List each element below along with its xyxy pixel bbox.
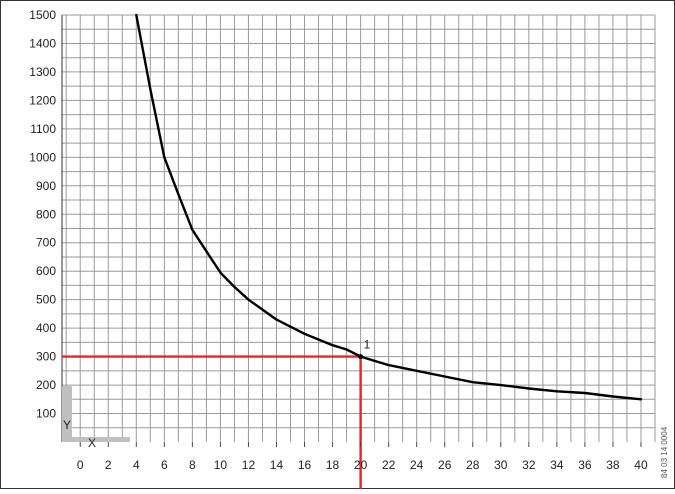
series-point <box>163 156 166 159</box>
y-tick-label: 1000 <box>29 150 56 164</box>
series-point <box>149 88 152 90</box>
series-point <box>289 325 292 328</box>
x-tick-label: 20 <box>354 458 368 472</box>
x-tick-label: 16 <box>298 458 312 472</box>
series <box>135 13 643 401</box>
y-tick-label: 800 <box>36 207 56 221</box>
y-tick-label: 500 <box>36 293 56 307</box>
series-point <box>471 381 474 384</box>
x-tick-label: 12 <box>242 458 256 472</box>
series-point <box>135 14 138 16</box>
y-tick-label: 1100 <box>30 122 56 136</box>
y-tick-label: 700 <box>36 236 56 250</box>
y-tick-label: 1400 <box>29 36 56 50</box>
x-tick-label: 4 <box>133 458 140 472</box>
series-point <box>191 229 194 231</box>
x-tick-label: 8 <box>189 458 196 472</box>
grid <box>61 14 656 442</box>
y-tick-label: 1500 <box>29 8 56 22</box>
x-tick-label: 10 <box>214 458 228 472</box>
series-point <box>205 250 208 253</box>
series-point <box>233 286 236 288</box>
x-tick-label: 24 <box>410 458 424 472</box>
axis-indicator-y-label: Y <box>63 418 71 432</box>
y-tick-label: 600 <box>36 264 56 278</box>
series-point <box>443 375 446 378</box>
series-point <box>261 308 264 311</box>
x-tick-label: 34 <box>550 458 564 472</box>
series-point <box>247 298 250 301</box>
side-code-label: 84 03 14 0004 <box>660 426 669 478</box>
axis-indicator-shape <box>62 386 130 442</box>
series-point <box>640 398 642 401</box>
series-point <box>612 395 614 398</box>
x-tick-label: 22 <box>382 458 396 472</box>
y-tick-label: 1300 <box>29 65 56 79</box>
series-point <box>359 355 362 358</box>
x-tick-label: 38 <box>606 458 620 472</box>
y-tick-label: 100 <box>36 407 56 421</box>
y-tick-label: 900 <box>36 179 56 193</box>
x-tick-label: 0 <box>77 458 84 472</box>
series-point <box>345 348 348 351</box>
series-point <box>584 392 586 394</box>
reference-lines: 1 <box>62 338 371 489</box>
series-point <box>219 271 222 274</box>
x-tick-label: 2 <box>105 458 112 472</box>
series-point <box>275 318 278 321</box>
axis-indicator: YX <box>62 386 130 450</box>
x-tick-label: 18 <box>326 458 340 472</box>
x-tick-labels: 0 2 4 6 8 10 12 14 16 18 20 22 24 26 28 30 32 34 36 38 40 <box>77 442 648 472</box>
series-point <box>387 364 390 366</box>
x-tick-label: 30 <box>494 458 508 472</box>
x-tick-label: 6 <box>161 458 168 472</box>
reference-label: 1 <box>364 338 371 352</box>
x-tick-label: 32 <box>522 458 536 472</box>
x-tick-label: 36 <box>578 458 592 472</box>
series-point <box>317 338 320 341</box>
x-tick-label: 28 <box>466 458 480 472</box>
series-point <box>415 370 418 372</box>
y-tick-label: 300 <box>36 350 56 364</box>
series-point <box>331 344 334 347</box>
axis-indicator-x-label: X <box>88 436 96 450</box>
x-tick-label: 40 <box>634 458 648 472</box>
series-point <box>177 193 180 196</box>
x-tick-label: 14 <box>270 458 284 472</box>
series-point <box>556 390 558 393</box>
y-tick-label: 1200 <box>29 93 56 107</box>
series-point <box>528 387 530 390</box>
y-tick-labels: 100 200 300 400 500 600 700 800 900 1000 1100 1200 1… <box>29 8 56 421</box>
y-tick-label: 200 <box>36 378 56 392</box>
x-tick-label: 26 <box>438 458 452 472</box>
y-tick-label: 400 <box>36 321 56 335</box>
series-point <box>499 384 502 386</box>
series-point <box>303 333 306 335</box>
